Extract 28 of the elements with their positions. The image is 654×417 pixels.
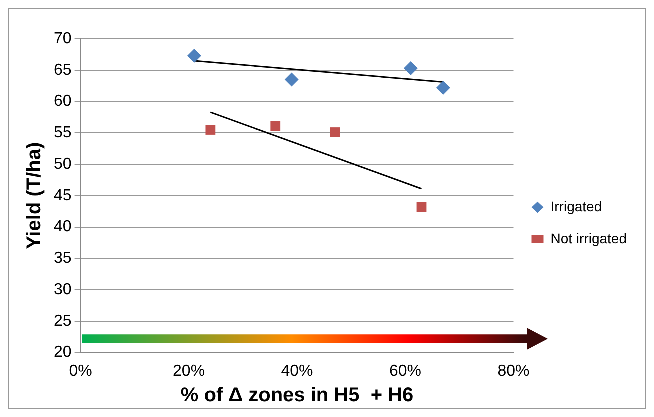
x-axis-title: % of Δ zones in H5 + H6 <box>180 384 414 407</box>
y-tick-label: 25 <box>54 312 72 330</box>
point <box>416 202 427 212</box>
x-tick-label: 80% <box>498 362 530 380</box>
legend-label: Not irrigated <box>550 230 628 246</box>
y-tick-label: 35 <box>54 250 72 268</box>
point <box>284 72 299 87</box>
point <box>187 48 202 63</box>
legend-label: Irrigated <box>550 198 602 214</box>
point <box>270 121 281 132</box>
point <box>436 80 450 95</box>
y-tick-label: 30 <box>54 281 72 298</box>
point <box>206 125 216 135</box>
x-tick-label: 20% <box>173 362 206 380</box>
y-tick-label: 45 <box>54 187 72 204</box>
y-tick-label: 55 <box>54 124 72 142</box>
y-tick-label: 50 <box>54 156 72 173</box>
x-tick-label: 60% <box>389 362 422 380</box>
point <box>404 61 418 76</box>
y-tick-label: 65 <box>54 62 72 79</box>
y-tick-label: 20 <box>54 344 72 362</box>
x-tick-label: 40% <box>281 362 314 380</box>
y-tick-label: 40 <box>54 218 72 236</box>
y-tick-label: 70 <box>54 30 72 48</box>
y-tick-label: 60 <box>54 93 72 110</box>
point <box>330 128 340 138</box>
y-axis-title: Yield (T/ha) <box>24 142 46 250</box>
x-tick-label: 0% <box>69 362 92 380</box>
